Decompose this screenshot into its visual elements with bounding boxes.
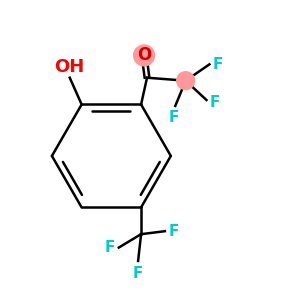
Circle shape bbox=[177, 72, 195, 90]
Text: F: F bbox=[168, 224, 179, 239]
Circle shape bbox=[134, 45, 154, 66]
Text: OH: OH bbox=[55, 58, 85, 76]
Text: F: F bbox=[133, 266, 143, 281]
Text: F: F bbox=[105, 240, 115, 255]
Text: F: F bbox=[210, 95, 220, 110]
Text: F: F bbox=[213, 57, 224, 72]
Text: F: F bbox=[169, 110, 179, 125]
Text: O: O bbox=[137, 46, 151, 64]
